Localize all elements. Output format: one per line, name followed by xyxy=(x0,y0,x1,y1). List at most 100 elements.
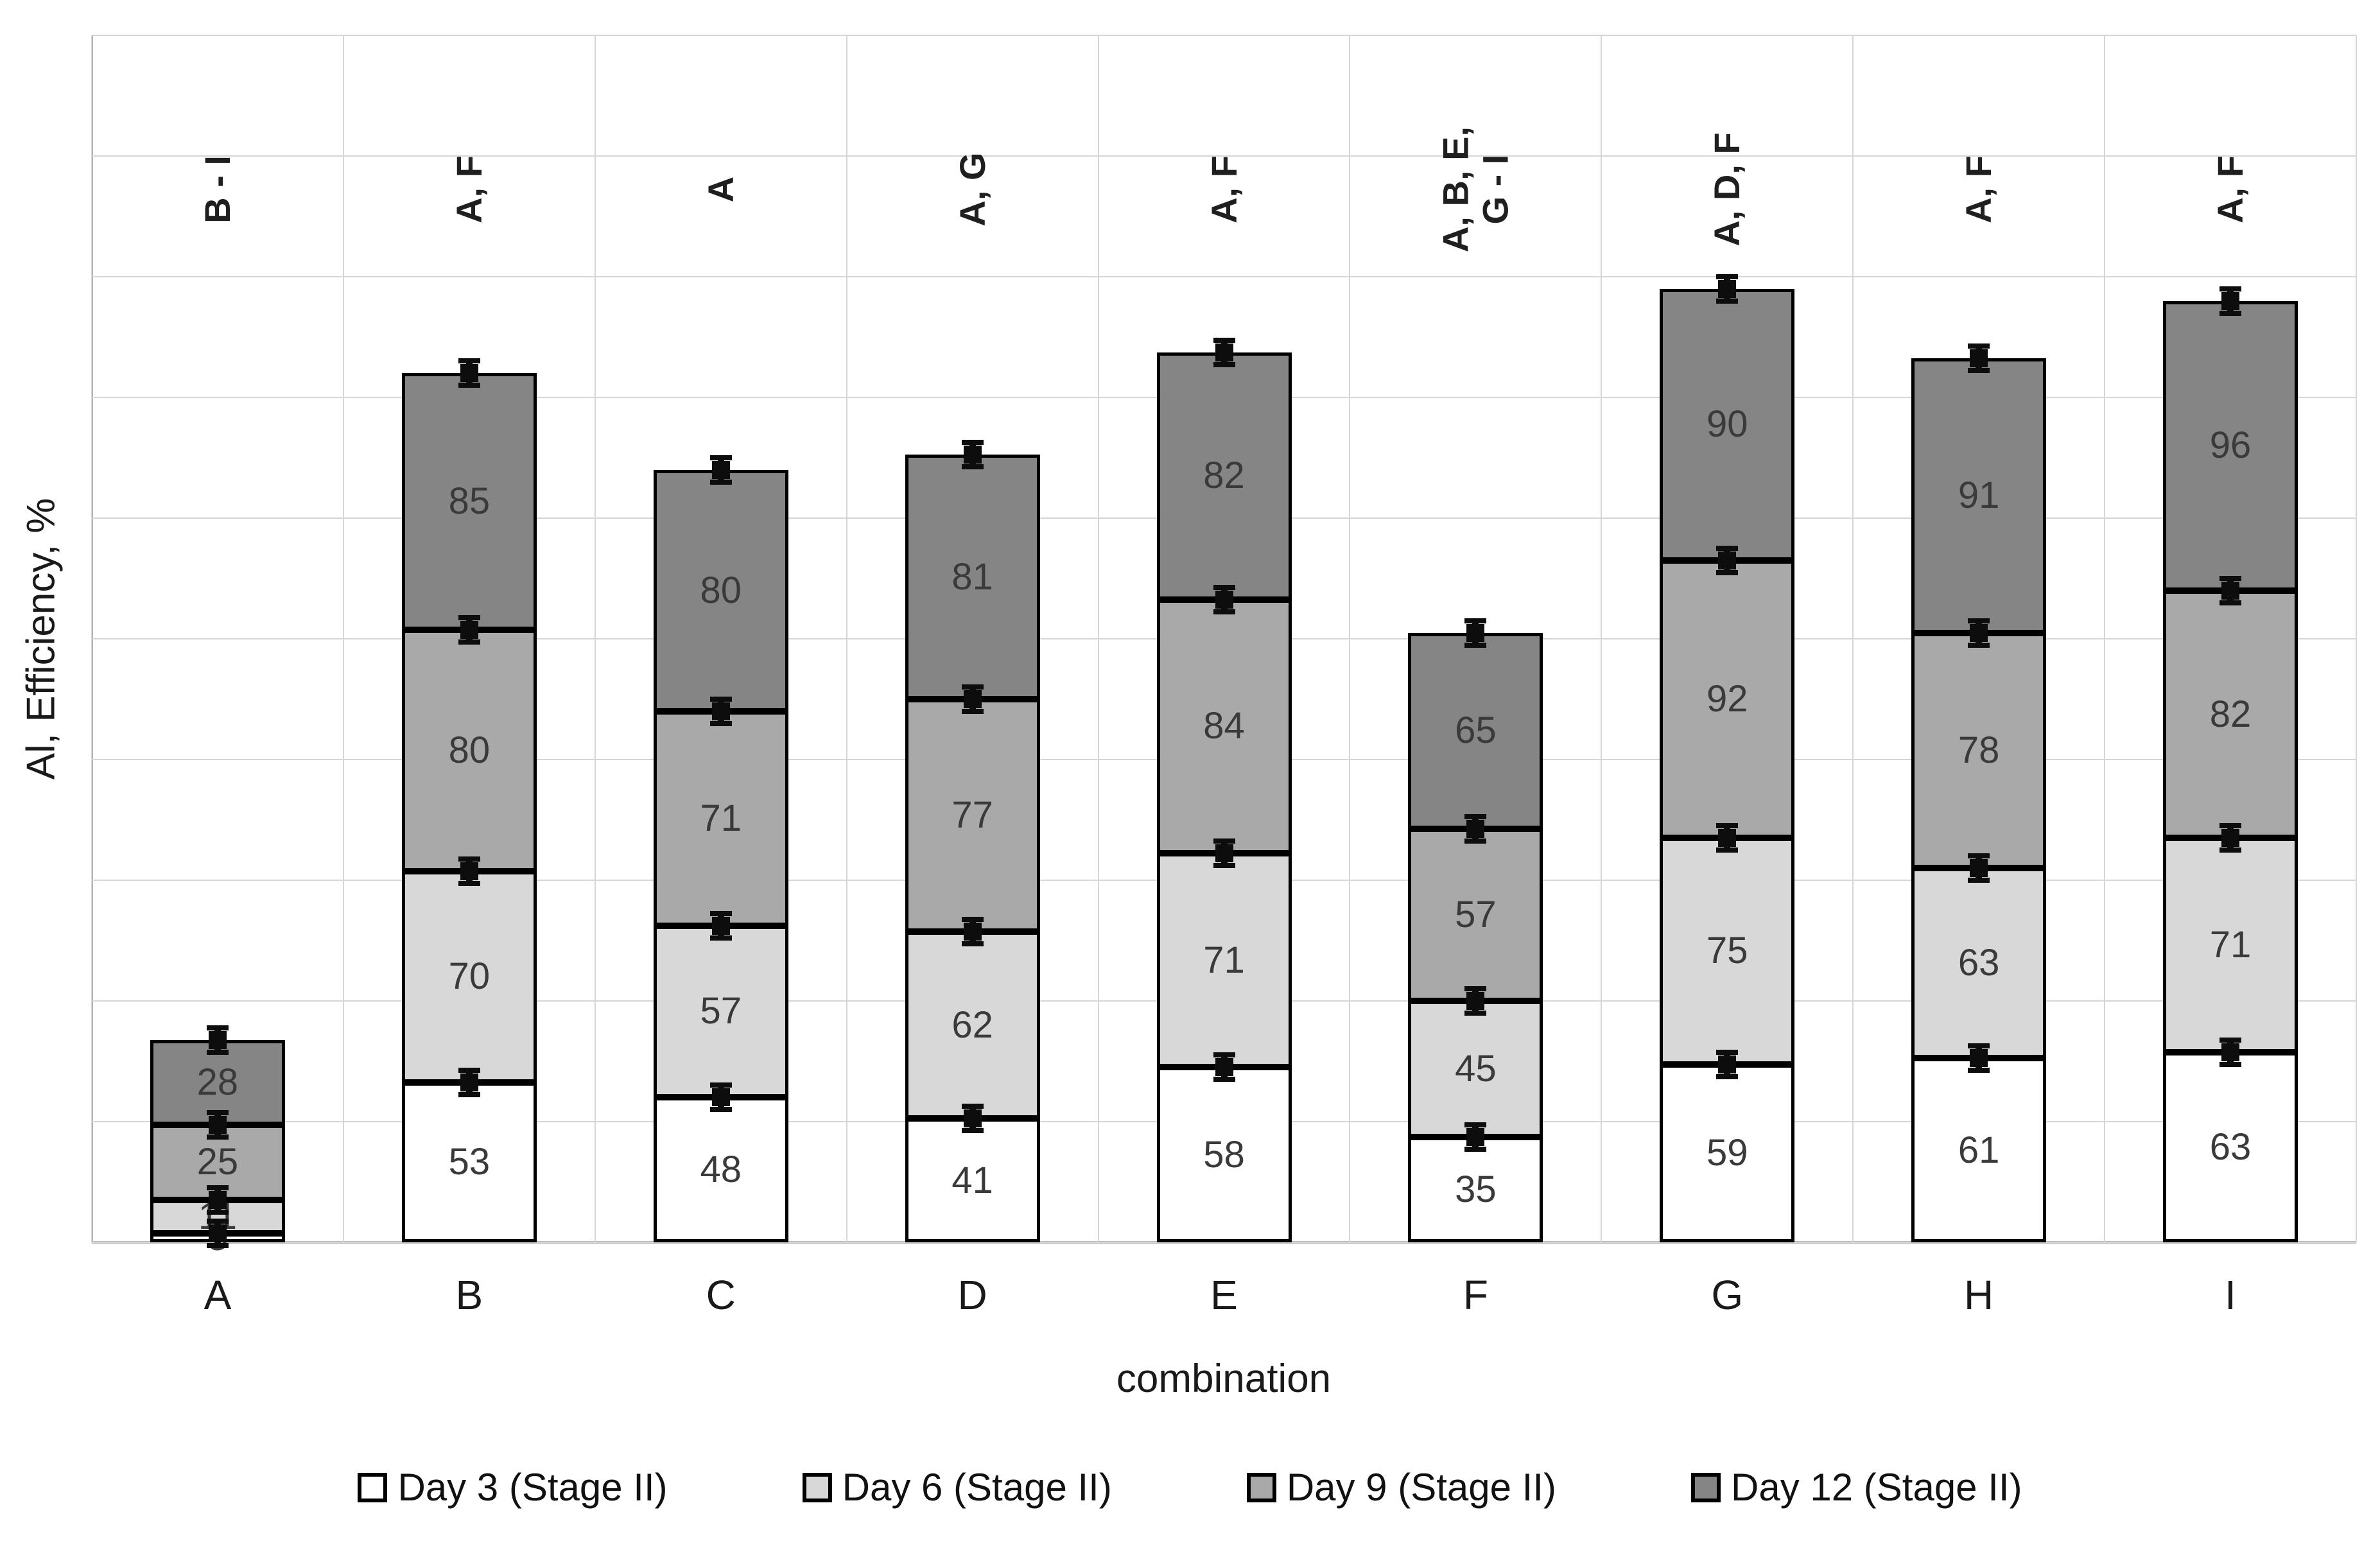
error-bar xyxy=(1464,618,1487,648)
error-bar-cap-top xyxy=(458,358,480,364)
error-bar-cap-top xyxy=(709,696,732,702)
segment-value-label: 75 xyxy=(1707,930,1748,972)
segment-value-label: 63 xyxy=(1958,942,2000,984)
error-bar-center-square xyxy=(208,1224,227,1242)
error-bar-center-square xyxy=(208,1115,227,1134)
bar-segment-h-1: 61 xyxy=(1911,1058,2047,1242)
bar-segment-i-2: 71 xyxy=(2163,838,2298,1052)
error-bar-center-square xyxy=(963,1109,982,1128)
error-bar-cap-bottom xyxy=(458,1091,480,1097)
error-bar xyxy=(1716,274,1739,304)
segment-value-label: 53 xyxy=(448,1141,491,1183)
x-tick-label-i: I xyxy=(2225,1272,2236,1318)
bar-segment-b-4: 85 xyxy=(401,373,537,630)
error-bar-center-square xyxy=(2221,291,2240,310)
legend-label: Day 9 (Stage II) xyxy=(1286,1466,1556,1509)
bar-segment-g-2: 75 xyxy=(1660,838,1795,1064)
error-bar-center-square xyxy=(1718,829,1737,847)
x-tick-label-a: A xyxy=(204,1272,232,1318)
error-bar xyxy=(1213,584,1235,614)
error-bar-center-square xyxy=(963,922,982,941)
error-bar-cap-bottom xyxy=(961,709,984,714)
error-bar-cap-bottom xyxy=(1213,1077,1235,1082)
error-bar-cap-bottom xyxy=(961,464,984,470)
plot-gridline-vertical xyxy=(2356,35,2357,1242)
error-bar-center-square xyxy=(460,620,478,639)
error-bar-cap-bottom xyxy=(961,1128,984,1134)
segment-value-label: 65 xyxy=(1455,709,1497,752)
x-tick-label-c: C xyxy=(706,1272,736,1318)
error-bar-cap-bottom xyxy=(1464,838,1487,844)
error-bar-cap-top xyxy=(1464,1122,1487,1127)
segment-value-label: 82 xyxy=(2209,693,2252,735)
error-bar-cap-top xyxy=(2219,286,2242,291)
legend-label: Day 3 (Stage II) xyxy=(397,1466,668,1509)
error-bar-cap-bottom xyxy=(206,1210,229,1215)
segment-value-label: 71 xyxy=(2209,924,2252,966)
error-bar xyxy=(206,1218,229,1248)
legend-swatch xyxy=(1691,1472,1721,1502)
bar-segment-c-2: 57 xyxy=(653,925,788,1098)
error-bar-cap-bottom xyxy=(1213,609,1235,614)
error-bar-cap-bottom xyxy=(1213,361,1235,367)
legend-label: Day 12 (Stage II) xyxy=(1731,1466,2022,1509)
error-bar-cap-top xyxy=(961,916,984,922)
error-bar-cap-top xyxy=(961,684,984,690)
error-bar-cap-top xyxy=(1716,545,1739,551)
plot-gridline-vertical xyxy=(1097,35,1099,1242)
bar-segment-f-3: 57 xyxy=(1408,829,1543,1001)
significance-annotation-i: A, F xyxy=(2210,155,2251,223)
error-bar xyxy=(1968,853,1990,883)
bar-segment-b-1: 53 xyxy=(401,1082,537,1242)
bar-segment-e-3: 84 xyxy=(1156,599,1292,853)
error-bar-center-square xyxy=(711,916,730,935)
plot-gridline-vertical xyxy=(1601,35,1603,1242)
error-bar xyxy=(2219,575,2242,605)
error-bar-cap-bottom xyxy=(1968,642,1990,648)
bar-segment-d-3: 77 xyxy=(905,699,1040,932)
x-tick-label-f: F xyxy=(1463,1272,1488,1318)
error-bar-cap-top xyxy=(1213,584,1235,590)
bar-segment-c-4: 80 xyxy=(653,469,788,711)
significance-annotation-d: A, G xyxy=(951,152,993,227)
bar-segment-g-1: 59 xyxy=(1660,1064,1795,1242)
error-bar xyxy=(2219,286,2242,316)
error-bar-center-square xyxy=(1215,1058,1233,1077)
bar-segment-e-1: 58 xyxy=(1156,1067,1292,1242)
segment-value-label: 28 xyxy=(196,1061,239,1103)
error-bar xyxy=(961,684,984,714)
x-tick-label-b: B xyxy=(455,1272,483,1318)
error-bar-cap-top xyxy=(1213,838,1235,844)
x-tick-label-h: H xyxy=(1964,1272,1994,1318)
bar-segment-d-1: 41 xyxy=(905,1118,1040,1242)
legend-swatch xyxy=(802,1472,832,1502)
segment-value-label: 71 xyxy=(700,797,742,839)
plot-gridline-vertical xyxy=(1852,35,1854,1242)
error-bar xyxy=(709,696,732,726)
bar-segment-g-4: 90 xyxy=(1660,288,1795,560)
error-bar xyxy=(1716,545,1739,575)
error-bar-cap-top xyxy=(1716,1049,1739,1055)
segment-value-label: 62 xyxy=(951,1003,993,1046)
error-bar-cap-bottom xyxy=(1716,298,1739,304)
bar-segment-i-4: 96 xyxy=(2163,300,2298,591)
error-bar-cap-bottom xyxy=(2219,1061,2242,1067)
error-bar-center-square xyxy=(1718,551,1737,569)
error-bar-cap-top xyxy=(1213,1052,1235,1058)
segment-value-label: 63 xyxy=(2209,1125,2252,1168)
segment-value-label: 96 xyxy=(2209,424,2252,467)
bar-segment-g-3: 92 xyxy=(1660,560,1795,838)
error-bar-center-square xyxy=(1970,859,1988,878)
error-bar xyxy=(2219,1037,2242,1067)
legend-item: Day 6 (Stage II) xyxy=(802,1465,1112,1509)
error-bar-cap-top xyxy=(1464,618,1487,623)
error-bar-cap-top xyxy=(709,1082,732,1088)
error-bar xyxy=(1213,1052,1235,1082)
error-bar-cap-top xyxy=(1968,1043,1990,1049)
error-bar xyxy=(458,614,480,645)
segment-value-label: 57 xyxy=(1455,894,1497,936)
plot-gridline-vertical xyxy=(1349,35,1351,1242)
segment-value-label: 77 xyxy=(951,794,993,836)
error-bar xyxy=(1968,1043,1990,1073)
